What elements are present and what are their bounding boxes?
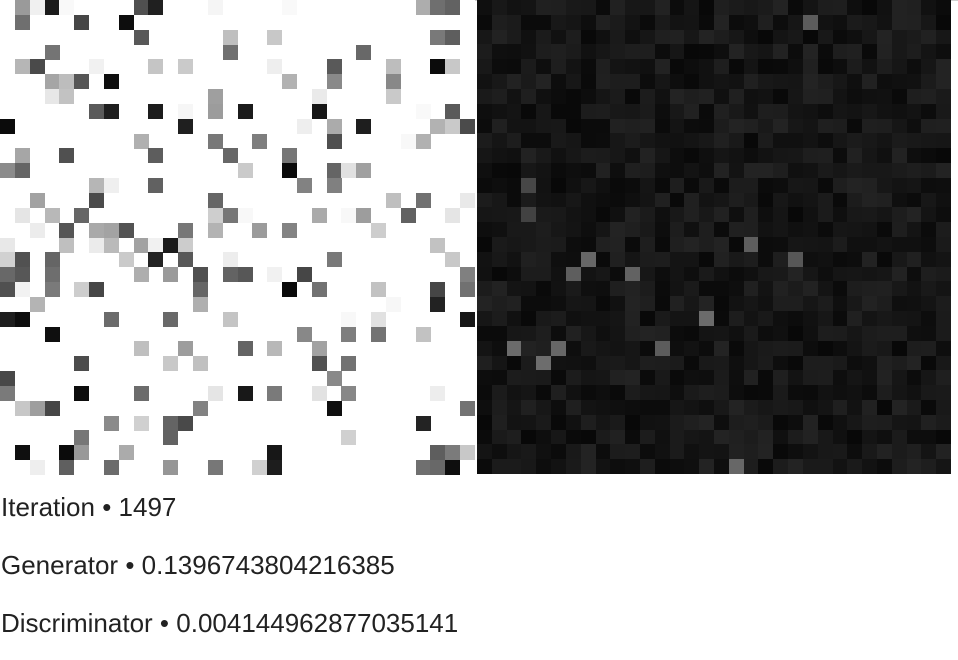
- discriminator-loss-value: 0.004144962877035141: [176, 608, 459, 638]
- generator-loss-value: 0.1396743804216385: [141, 550, 395, 580]
- generator-loss-line: Generator • 0.1396743804216385: [1, 552, 458, 580]
- generated-sample-image-container: [477, 0, 951, 474]
- generator-loss-label: Generator: [1, 550, 119, 580]
- iteration-label: Iteration: [1, 492, 95, 522]
- generated-sample-canvas: [477, 0, 951, 474]
- iteration-separator: •: [102, 492, 112, 522]
- iteration-line: Iteration • 1497: [1, 494, 458, 522]
- discriminator-loss-separator: •: [159, 608, 170, 638]
- generator-loss-separator: •: [125, 550, 135, 580]
- real-sample-image-container: [0, 0, 475, 475]
- training-stats: Iteration • 1497 Generator • 0.139674380…: [1, 494, 458, 660]
- discriminator-loss-line: Discriminator • 0.004144962877035141: [1, 610, 458, 638]
- iteration-value: 1497: [118, 492, 177, 522]
- discriminator-loss-label: Discriminator: [1, 608, 153, 638]
- real-sample-canvas: [0, 0, 475, 475]
